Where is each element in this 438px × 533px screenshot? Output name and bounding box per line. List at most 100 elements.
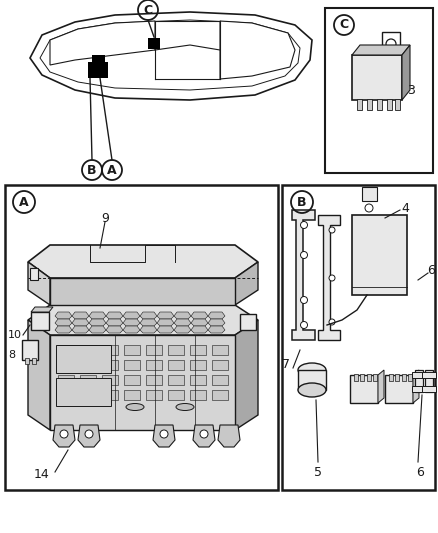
Ellipse shape bbox=[126, 403, 144, 410]
Text: A: A bbox=[19, 196, 29, 208]
Polygon shape bbox=[89, 312, 106, 319]
Polygon shape bbox=[174, 319, 191, 326]
Polygon shape bbox=[31, 307, 53, 312]
Bar bbox=[168, 360, 184, 370]
Bar bbox=[190, 375, 206, 385]
Bar bbox=[102, 360, 118, 370]
Polygon shape bbox=[55, 319, 72, 326]
Circle shape bbox=[200, 430, 208, 438]
Text: 6: 6 bbox=[416, 465, 424, 479]
Polygon shape bbox=[140, 319, 157, 326]
Bar bbox=[58, 360, 74, 370]
Polygon shape bbox=[106, 319, 123, 326]
Polygon shape bbox=[318, 215, 340, 340]
Bar bbox=[352, 55, 402, 100]
Polygon shape bbox=[30, 268, 38, 280]
Bar bbox=[124, 390, 140, 400]
Bar bbox=[354, 374, 358, 381]
Polygon shape bbox=[28, 245, 258, 278]
Polygon shape bbox=[53, 425, 75, 447]
Bar bbox=[212, 390, 228, 400]
Polygon shape bbox=[72, 312, 89, 319]
Text: 14: 14 bbox=[34, 469, 50, 481]
Bar bbox=[168, 390, 184, 400]
Bar bbox=[25, 358, 29, 364]
Bar bbox=[168, 375, 184, 385]
Polygon shape bbox=[193, 425, 215, 447]
Circle shape bbox=[329, 227, 335, 233]
Polygon shape bbox=[89, 319, 106, 326]
Ellipse shape bbox=[298, 383, 326, 397]
Polygon shape bbox=[106, 326, 123, 333]
Circle shape bbox=[85, 430, 93, 438]
Polygon shape bbox=[72, 326, 89, 333]
Polygon shape bbox=[28, 262, 50, 305]
Bar bbox=[146, 375, 162, 385]
Bar bbox=[32, 358, 36, 364]
Polygon shape bbox=[123, 326, 140, 333]
Bar bbox=[360, 374, 364, 381]
Bar bbox=[146, 345, 162, 355]
Polygon shape bbox=[123, 312, 140, 319]
Bar bbox=[298, 370, 326, 390]
Polygon shape bbox=[413, 370, 419, 403]
Bar bbox=[422, 386, 436, 392]
Bar bbox=[367, 99, 372, 110]
Polygon shape bbox=[191, 312, 208, 319]
Circle shape bbox=[300, 252, 307, 259]
Bar bbox=[124, 375, 140, 385]
Polygon shape bbox=[89, 326, 106, 333]
Polygon shape bbox=[140, 326, 157, 333]
Bar bbox=[5, 185, 278, 490]
Bar bbox=[124, 360, 140, 370]
Bar bbox=[56, 378, 111, 406]
Bar bbox=[415, 370, 423, 392]
Bar bbox=[58, 390, 74, 400]
Polygon shape bbox=[28, 305, 258, 335]
Bar bbox=[22, 340, 38, 360]
Polygon shape bbox=[174, 326, 191, 333]
Circle shape bbox=[329, 319, 335, 325]
Polygon shape bbox=[352, 45, 410, 55]
Bar bbox=[212, 345, 228, 355]
Bar bbox=[190, 360, 206, 370]
Text: C: C bbox=[143, 4, 152, 17]
Bar bbox=[387, 99, 392, 110]
Bar bbox=[102, 375, 118, 385]
Circle shape bbox=[60, 430, 68, 438]
Bar bbox=[385, 375, 413, 403]
Polygon shape bbox=[40, 20, 300, 90]
Bar bbox=[362, 187, 377, 201]
Ellipse shape bbox=[298, 363, 326, 377]
Polygon shape bbox=[208, 312, 225, 319]
Bar bbox=[352, 215, 407, 295]
Polygon shape bbox=[235, 320, 258, 430]
Bar bbox=[92, 55, 105, 67]
Bar bbox=[88, 62, 108, 78]
Polygon shape bbox=[140, 312, 157, 319]
Bar bbox=[377, 99, 382, 110]
Text: C: C bbox=[339, 19, 349, 31]
Polygon shape bbox=[292, 210, 315, 340]
Bar bbox=[168, 345, 184, 355]
Circle shape bbox=[300, 321, 307, 328]
Polygon shape bbox=[174, 312, 191, 319]
Polygon shape bbox=[50, 335, 235, 430]
Bar bbox=[408, 374, 412, 381]
Circle shape bbox=[365, 204, 373, 212]
Bar bbox=[240, 314, 256, 330]
Bar bbox=[367, 374, 371, 381]
Bar bbox=[395, 99, 400, 110]
Bar bbox=[382, 32, 400, 67]
Bar bbox=[425, 370, 433, 392]
Bar bbox=[102, 345, 118, 355]
Bar bbox=[124, 345, 140, 355]
Bar bbox=[80, 375, 96, 385]
Bar bbox=[357, 99, 362, 110]
Polygon shape bbox=[78, 425, 100, 447]
Text: 6: 6 bbox=[427, 263, 435, 277]
Polygon shape bbox=[208, 319, 225, 326]
Polygon shape bbox=[208, 326, 225, 333]
Text: 9: 9 bbox=[101, 212, 109, 224]
Text: 10: 10 bbox=[8, 330, 22, 340]
